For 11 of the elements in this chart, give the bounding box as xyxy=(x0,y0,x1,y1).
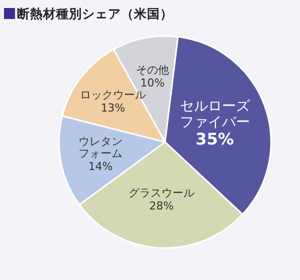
slice-label: ロックウール xyxy=(80,88,146,102)
data-label: 10% xyxy=(139,76,166,90)
slice-label: グラスウール xyxy=(128,186,195,200)
data-label: 28% xyxy=(148,199,175,213)
data-label: 35% xyxy=(194,130,235,150)
data-label: 14% xyxy=(87,160,114,174)
chart-title: 断熱材種別シェア（米国） xyxy=(17,6,173,23)
data-label: 13% xyxy=(100,100,126,115)
slice-label: ウレタンフォーム xyxy=(77,134,124,161)
slice-label: その他 xyxy=(136,64,169,78)
slice-label: セルローズファイバー xyxy=(178,98,251,131)
